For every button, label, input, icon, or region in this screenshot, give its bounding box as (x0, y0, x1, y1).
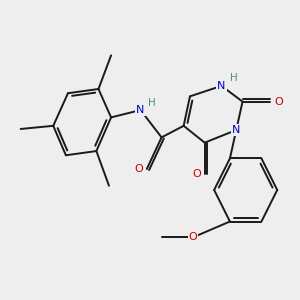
Text: O: O (134, 164, 143, 174)
Text: H: H (148, 98, 156, 108)
Text: O: O (189, 232, 197, 242)
Text: H: H (230, 74, 238, 83)
Text: O: O (274, 97, 283, 106)
Text: N: N (136, 105, 145, 115)
Text: N: N (217, 81, 226, 91)
Text: N: N (232, 125, 240, 135)
Text: O: O (192, 169, 201, 179)
